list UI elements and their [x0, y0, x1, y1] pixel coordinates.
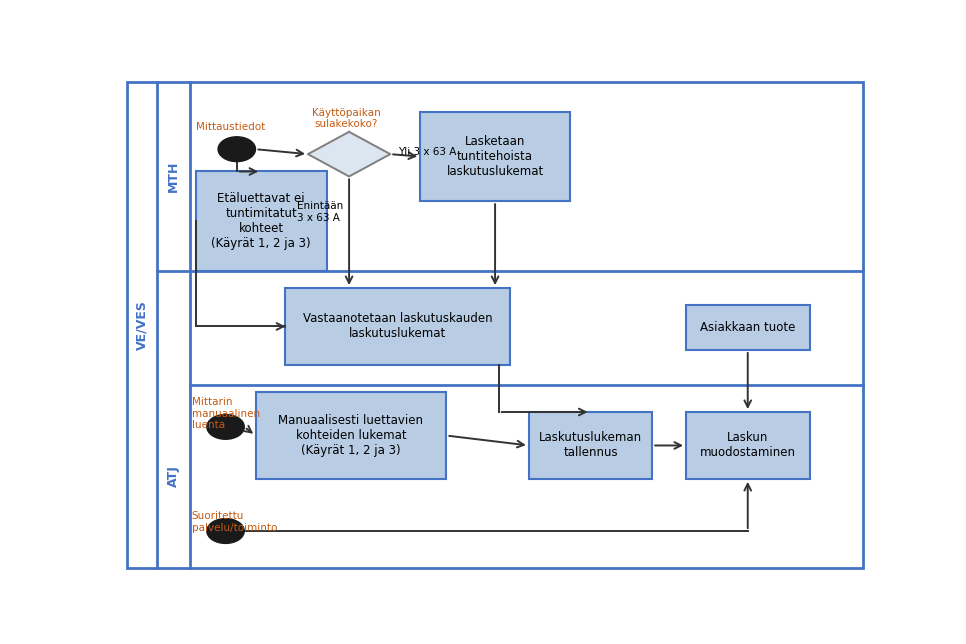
Circle shape: [218, 137, 256, 162]
Text: Enintään
3 x 63 A: Enintään 3 x 63 A: [297, 201, 343, 223]
Circle shape: [207, 518, 244, 544]
Text: Laskun
muodostaminen: Laskun muodostaminen: [699, 431, 796, 459]
Text: Vastaanotetaan laskutuskauden
laskutuslukemat: Vastaanotetaan laskutuskauden laskutuslu…: [303, 312, 493, 341]
Text: Mittaustiedot: Mittaustiedot: [195, 122, 265, 132]
Text: Lasketaan
tuntitehoista
laskutuslukemat: Lasketaan tuntitehoista laskutuslukemat: [446, 135, 544, 178]
Text: Käyttöpaikan
sulakekoko?: Käyttöpaikan sulakekoko?: [312, 108, 381, 129]
FancyBboxPatch shape: [528, 412, 652, 479]
Text: Etäluettavat ei
tuntimitatut
kohteet
(Käyrät 1, 2 ja 3): Etäluettavat ei tuntimitatut kohteet (Kä…: [212, 192, 311, 250]
Text: Asiakkaan tuote: Asiakkaan tuote: [700, 321, 795, 334]
FancyBboxPatch shape: [255, 392, 446, 479]
Circle shape: [207, 415, 244, 439]
Text: Manuaalisesti luettavien
kohteiden lukemat
(Käyrät 1, 2 ja 3): Manuaalisesti luettavien kohteiden lukem…: [278, 414, 423, 457]
Text: VE/VES: VE/VES: [135, 300, 148, 350]
FancyBboxPatch shape: [195, 171, 327, 270]
Text: Suoritettu
palvelu/toiminto: Suoritettu palvelu/toiminto: [192, 511, 277, 533]
Polygon shape: [308, 132, 390, 176]
FancyBboxPatch shape: [420, 112, 570, 201]
FancyBboxPatch shape: [686, 412, 810, 479]
Text: MTH: MTH: [167, 161, 180, 192]
Text: Laskutuslukeman
tallennus: Laskutuslukeman tallennus: [539, 431, 642, 459]
FancyBboxPatch shape: [686, 305, 810, 350]
Text: Mittarin
manuaalinen
luenta: Mittarin manuaalinen luenta: [192, 397, 260, 430]
FancyBboxPatch shape: [286, 288, 510, 365]
Text: ATJ: ATJ: [167, 466, 180, 488]
Text: Yli 3 x 63 A: Yli 3 x 63 A: [398, 147, 456, 156]
